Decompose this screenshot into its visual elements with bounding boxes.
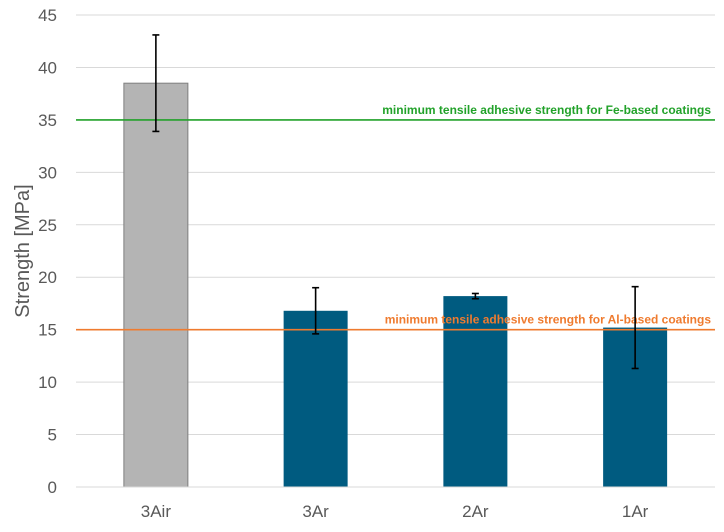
- x-tick-label: 3Air: [141, 502, 172, 521]
- error-bar-3air: [152, 34, 160, 133]
- error-bars: [152, 34, 639, 370]
- bar-2ar: [443, 296, 508, 487]
- y-tick-labels: 0 5 10 15 20 25 30 35 40 45: [38, 6, 57, 497]
- reference-line-label: minimum tensile adhesive strength for Fe…: [382, 103, 711, 117]
- y-tick-label: 20: [38, 268, 57, 287]
- y-tick-label: 25: [38, 216, 57, 235]
- error-bar-3ar: [312, 286, 320, 335]
- x-tick-label: 3Ar: [302, 502, 329, 521]
- x-tick-label: 1Ar: [622, 502, 649, 521]
- bar-3ar: [283, 310, 348, 487]
- x-tick-labels: 3Air 3Ar 2Ar 1Ar: [141, 502, 649, 521]
- reference-line-al: minimum tensile adhesive strength for Al…: [76, 313, 715, 331]
- bars: [123, 82, 668, 488]
- reference-line-label: minimum tensile adhesive strength for Al…: [385, 313, 712, 327]
- y-tick-label: 0: [48, 478, 57, 497]
- y-tick-label: 30: [38, 163, 57, 182]
- x-tick-label: 2Ar: [462, 502, 489, 521]
- bar-3air: [123, 82, 189, 488]
- y-tick-label: 40: [38, 58, 57, 77]
- error-bar-1ar: [631, 285, 639, 370]
- y-tick-label: 35: [38, 111, 57, 130]
- reference-line-fe: minimum tensile adhesive strength for Fe…: [76, 103, 715, 121]
- y-axis-title: Strength [MPa]: [12, 184, 34, 317]
- reference-lines: minimum tensile adhesive strength for Fe…: [76, 103, 715, 331]
- y-tick-label: 5: [48, 426, 57, 445]
- y-tick-label: 10: [38, 373, 57, 392]
- y-tick-label: 15: [38, 321, 57, 340]
- error-bar-2ar: [471, 292, 479, 300]
- y-tick-label: 45: [38, 6, 57, 25]
